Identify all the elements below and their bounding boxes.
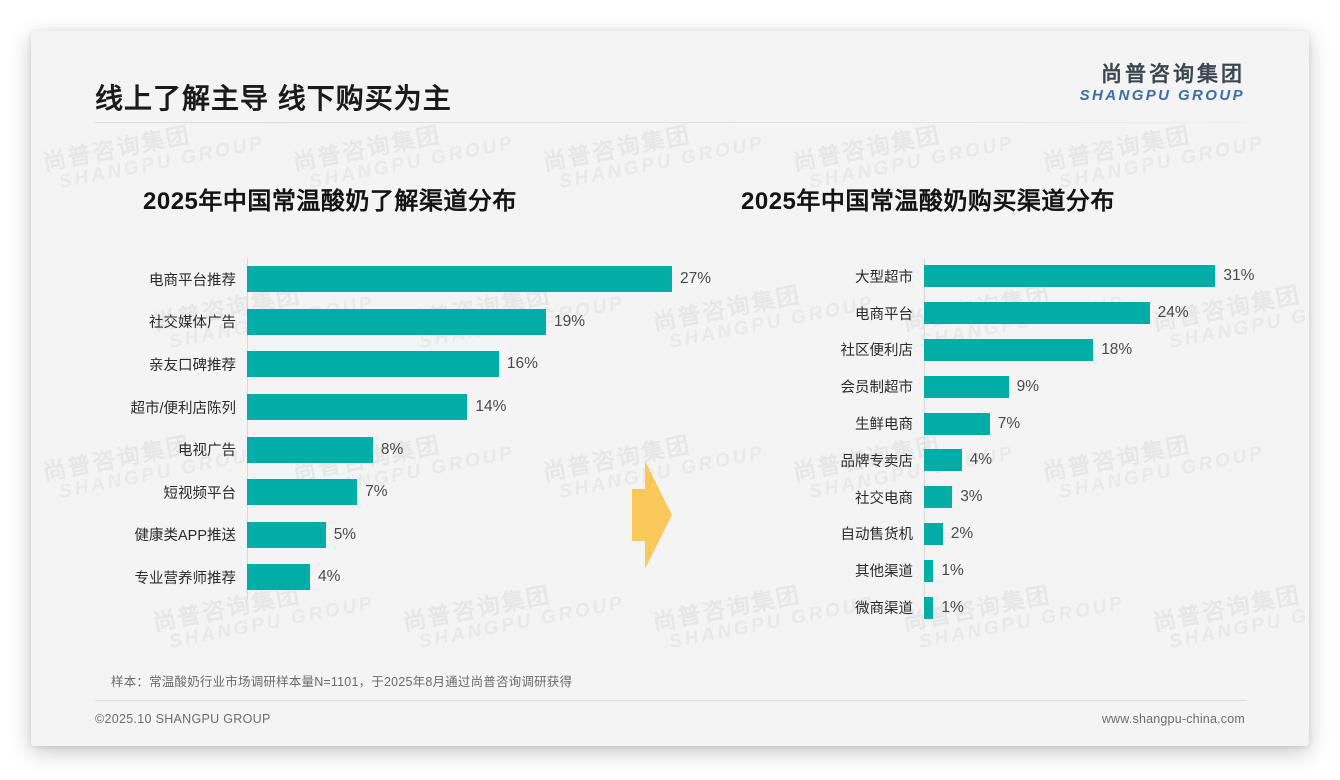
footnote-divider — [95, 700, 1247, 701]
charts-area: 2025年中国常温酸奶了解渠道分布 电商平台推荐 27% 社交媒体广告 19% 亲友口碑… — [31, 123, 1309, 663]
bar-value-label: 24% — [1157, 304, 1189, 322]
bar-row: 大型超市 31% — [731, 258, 1291, 295]
bar-category-label: 社交电商 — [855, 490, 913, 507]
bar-value-label: 9% — [1016, 377, 1039, 395]
bar-category-label: 电商平台 — [855, 306, 913, 323]
bar-value-label: 1% — [941, 561, 964, 579]
brand-logo: 尚普咨询集团 SHANGPU GROUP — [1079, 63, 1245, 105]
bar — [924, 338, 1094, 361]
bar-row: 电视广告 8% — [101, 428, 691, 471]
bar-category-label: 专业营养师推荐 — [134, 570, 237, 587]
bar — [247, 564, 310, 591]
slide-header: 线上了解主导 线下购买为主 尚普咨询集团 SHANGPU GROUP — [31, 31, 1309, 123]
bar-row: 会员制超市 9% — [731, 368, 1291, 405]
bar — [247, 521, 326, 548]
bar-row: 超市/便利店陈列 14% — [101, 386, 691, 429]
chart-title-awareness: 2025年中国常温酸奶了解渠道分布 — [143, 188, 517, 215]
bar-row: 社交电商 3% — [731, 479, 1291, 516]
bar-row: 专业营养师推荐 4% — [101, 556, 691, 599]
bar-value-label: 4% — [317, 568, 341, 586]
bar-row: 自动售货机 2% — [731, 516, 1291, 553]
bar-row: 短视频平台 7% — [101, 471, 691, 514]
footnote-area: 样本：常温酸奶行业市场调研样本量N=1101，于2025年8月通过尚普咨询调研获… — [31, 671, 1309, 701]
chart-plot-awareness: 电商平台推荐 27% 社交媒体广告 19% 亲友口碑推荐 16% 超市/便利店陈列 14% 电视… — [101, 258, 711, 599]
bar-list-purchase: 大型超市 31% 电商平台 24% 社区便利店 18% 会员制超市 9% 生鲜电商 7% 品牌专卖店… — [731, 258, 1291, 626]
bar — [247, 351, 499, 378]
brand-logo-en: SHANGPU GROUP — [1079, 87, 1245, 105]
bar — [247, 436, 373, 463]
bar-value-label: 7% — [997, 414, 1021, 432]
bar — [924, 486, 953, 509]
y-axis-line-awareness — [247, 258, 248, 599]
bar-row: 亲友口碑推荐 16% — [101, 343, 691, 386]
bar-category-label: 大型超市 — [855, 269, 913, 286]
page-title: 线上了解主导 线下购买为主 — [95, 83, 452, 114]
bar-value-label: 19% — [554, 312, 586, 330]
bar-row: 生鲜电商 7% — [731, 405, 1291, 442]
bar-category-label: 电视广告 — [178, 443, 236, 460]
bar-row: 社交媒体广告 19% — [101, 301, 691, 344]
bar — [247, 308, 547, 335]
bar — [924, 375, 1009, 398]
bar-row: 其他渠道 1% — [731, 552, 1291, 589]
bar-value-label: 3% — [960, 488, 983, 506]
bar-row: 社区便利店 18% — [731, 332, 1291, 369]
bar-value-label: 2% — [950, 524, 974, 542]
bar-category-label: 品牌专卖店 — [840, 453, 914, 470]
bar — [247, 394, 468, 421]
flow-arrow-right-icon — [632, 461, 672, 569]
bar — [247, 479, 358, 506]
chart-panel-awareness: 2025年中国常温酸奶了解渠道分布 电商平台推荐 27% 社交媒体广告 19% 亲友口碑… — [101, 123, 711, 599]
sample-footnote: 样本：常温酸奶行业市场调研样本量N=1101，于2025年8月通过尚普咨询调研获… — [111, 675, 573, 689]
header-divider — [95, 122, 1247, 123]
bar-category-label: 社交媒体广告 — [149, 315, 236, 332]
bar-value-label: 5% — [333, 525, 357, 543]
bar-value-label: 7% — [365, 483, 388, 501]
bar-category-label: 其他渠道 — [855, 564, 913, 581]
bar-value-label: 16% — [506, 355, 538, 373]
bar-category-label: 自动售货机 — [840, 527, 914, 544]
bar-row: 电商平台 24% — [731, 295, 1291, 332]
footer-copyright: ©2025.10 SHANGPU GROUP — [95, 712, 271, 726]
chart-panel-purchase: 2025年中国常温酸奶购买渠道分布 大型超市 31% 电商平台 24% 社区便利店 18%… — [731, 123, 1291, 626]
bar-category-label: 会员制超市 — [840, 380, 914, 397]
bar-category-label: 生鲜电商 — [855, 417, 913, 434]
bar — [924, 596, 934, 619]
bar-category-label: 社区便利店 — [840, 343, 914, 360]
bar-value-label: 14% — [475, 398, 507, 416]
bar-value-label: 31% — [1223, 267, 1255, 285]
slide-card: 尚普咨询集团 SHANGPU GROUP 尚普咨询集团 SHANGPU GROUP 尚普… — [31, 31, 1309, 746]
bar-category-label: 超市/便利店陈列 — [130, 400, 236, 417]
bar-category-label: 电商平台推荐 — [149, 272, 236, 289]
bar-category-label: 微商渠道 — [855, 601, 913, 618]
bar-category-label: 短视频平台 — [163, 485, 237, 502]
bar — [924, 559, 934, 582]
bar-row: 电商平台推荐 27% — [101, 258, 711, 301]
bar-value-label: 18% — [1101, 340, 1133, 358]
footer-website[interactable]: www.shangpu-china.com — [1101, 712, 1245, 726]
chart-plot-purchase: 大型超市 31% 电商平台 24% 社区便利店 18% 会员制超市 9% 生鲜电商 7% 品牌专卖店… — [731, 258, 1291, 626]
bar-row: 健康类APP推送 5% — [101, 514, 691, 557]
bar-value-label: 8% — [380, 440, 404, 458]
bar-category-label: 健康类APP推送 — [134, 528, 236, 545]
bar — [924, 302, 1150, 325]
bar-value-label: 1% — [941, 598, 964, 616]
bar-row: 品牌专卖店 4% — [731, 442, 1291, 479]
bar — [924, 522, 943, 545]
bar-value-label: 4% — [969, 451, 992, 469]
bar — [924, 265, 1216, 288]
bar-row: 微商渠道 1% — [731, 589, 1291, 626]
bar-category-label: 亲友口碑推荐 — [149, 357, 236, 374]
bar-value-label: 27% — [679, 270, 711, 288]
chart-title-purchase: 2025年中国常温酸奶购买渠道分布 — [741, 188, 1115, 215]
bar-list-awareness: 电商平台推荐 27% 社交媒体广告 19% 亲友口碑推荐 16% 超市/便利店陈列 14% 电视… — [101, 258, 711, 599]
slide-footer: ©2025.10 SHANGPU GROUP www.shangpu-china… — [31, 702, 1309, 746]
bar — [924, 412, 990, 435]
brand-logo-cn: 尚普咨询集团 — [1101, 63, 1245, 86]
bar — [924, 449, 962, 472]
bar — [247, 266, 672, 293]
